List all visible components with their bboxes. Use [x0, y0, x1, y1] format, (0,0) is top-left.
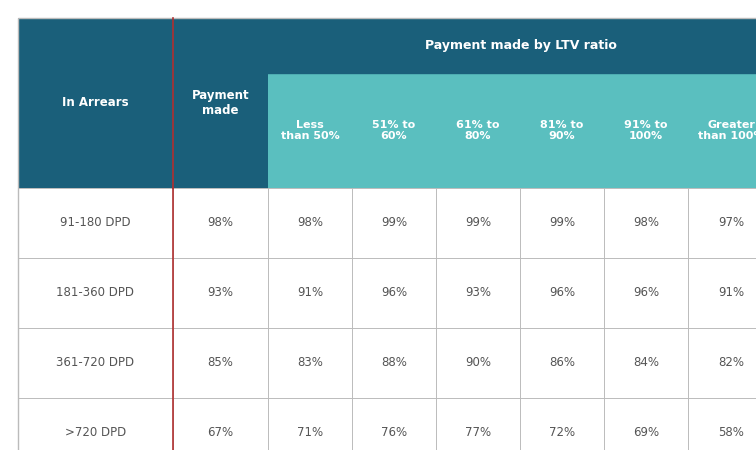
Text: Greater
than 100%: Greater than 100% [698, 120, 756, 141]
Bar [268, 18, 756, 73]
Bar [18, 328, 756, 398]
Text: 93%: 93% [465, 287, 491, 300]
Text: 72%: 72% [549, 427, 575, 440]
Bar [18, 258, 756, 328]
Text: 82%: 82% [718, 356, 744, 369]
Text: 69%: 69% [633, 427, 659, 440]
Text: 88%: 88% [381, 356, 407, 369]
Text: Payment made by LTV ratio: Payment made by LTV ratio [425, 39, 617, 52]
Text: 96%: 96% [381, 287, 407, 300]
Text: 86%: 86% [549, 356, 575, 369]
Text: Less
than 50%: Less than 50% [280, 120, 339, 141]
Bar [18, 188, 756, 258]
Text: 83%: 83% [297, 356, 323, 369]
Bar [18, 398, 756, 450]
Text: Payment
made: Payment made [192, 89, 249, 117]
Text: 91% to
100%: 91% to 100% [624, 120, 668, 141]
Text: 98%: 98% [633, 216, 659, 230]
Text: 61% to
80%: 61% to 80% [457, 120, 500, 141]
Text: 71%: 71% [297, 427, 323, 440]
Text: 84%: 84% [633, 356, 659, 369]
Text: 91%: 91% [297, 287, 323, 300]
Text: 91-180 DPD: 91-180 DPD [60, 216, 131, 230]
Text: 85%: 85% [208, 356, 234, 369]
Text: In Arrears: In Arrears [62, 96, 129, 109]
Text: 99%: 99% [381, 216, 407, 230]
Text: 51% to
60%: 51% to 60% [373, 120, 416, 141]
Text: 97%: 97% [718, 216, 744, 230]
Text: 81% to
90%: 81% to 90% [541, 120, 584, 141]
Text: 91%: 91% [718, 287, 744, 300]
Text: 77%: 77% [465, 427, 491, 440]
Text: 96%: 96% [549, 287, 575, 300]
Text: 99%: 99% [549, 216, 575, 230]
Bar [18, 18, 268, 188]
Text: 98%: 98% [207, 216, 234, 230]
Text: 96%: 96% [633, 287, 659, 300]
Text: 93%: 93% [207, 287, 234, 300]
Text: 181-360 DPD: 181-360 DPD [57, 287, 135, 300]
Text: 58%: 58% [718, 427, 744, 440]
Text: 99%: 99% [465, 216, 491, 230]
Bar [268, 73, 756, 188]
Text: 361-720 DPD: 361-720 DPD [57, 356, 135, 369]
Text: >720 DPD: >720 DPD [65, 427, 126, 440]
Text: 98%: 98% [297, 216, 323, 230]
Text: 67%: 67% [207, 427, 234, 440]
Text: 76%: 76% [381, 427, 407, 440]
Text: 90%: 90% [465, 356, 491, 369]
